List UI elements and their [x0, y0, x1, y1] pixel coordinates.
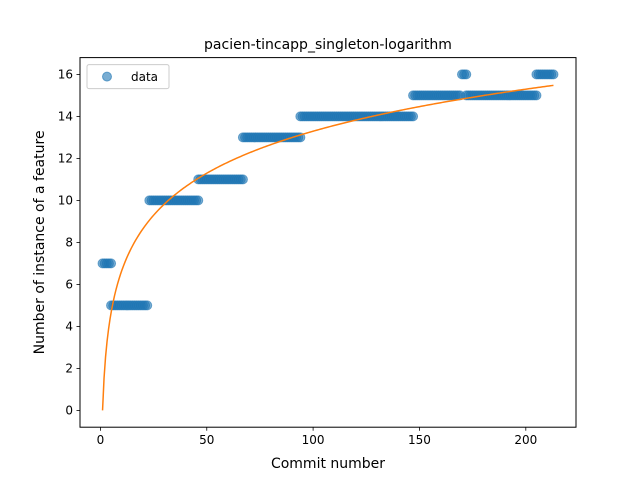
x-tick-label: 100	[302, 433, 325, 447]
y-tick-label: 4	[65, 320, 73, 334]
y-axis-ticks: 0 2 4 6 8 10 12 14 16	[58, 68, 80, 418]
y-tick-label: 6	[65, 278, 73, 292]
y-tick-label: 0	[65, 404, 73, 418]
x-tick-label: 200	[514, 433, 537, 447]
y-tick-label: 14	[58, 110, 73, 124]
y-tick-label: 12	[58, 152, 73, 166]
data-point	[193, 195, 204, 206]
x-axis-ticks: 0 50 100 150 200	[97, 427, 537, 447]
data-points	[97, 69, 559, 311]
data-point	[461, 69, 472, 80]
data-point	[408, 111, 419, 122]
chart-title: pacien-tincapp_singleton-logarithm	[204, 37, 452, 53]
y-tick-label: 8	[65, 236, 73, 250]
legend-label-data: data	[131, 70, 158, 84]
fit-line-layer	[101, 84, 554, 411]
x-tick-label: 0	[97, 433, 105, 447]
y-tick-label: 10	[58, 194, 73, 208]
x-axis-label: Commit number	[271, 456, 385, 472]
data-point	[237, 174, 248, 185]
legend: data	[86, 64, 170, 90]
data-point	[106, 258, 117, 269]
legend-frame	[86, 64, 170, 90]
x-tick-label: 150	[408, 433, 431, 447]
data-point	[531, 90, 542, 101]
y-axis-label: Number of instance of a feature	[32, 130, 48, 354]
fit-line	[101, 84, 554, 411]
data-point	[548, 69, 559, 80]
y-tick-label: 2	[65, 362, 73, 376]
x-tick-label: 50	[199, 433, 214, 447]
y-tick-label: 16	[58, 68, 73, 82]
data-point	[142, 300, 153, 311]
legend-marker-data	[102, 71, 112, 82]
